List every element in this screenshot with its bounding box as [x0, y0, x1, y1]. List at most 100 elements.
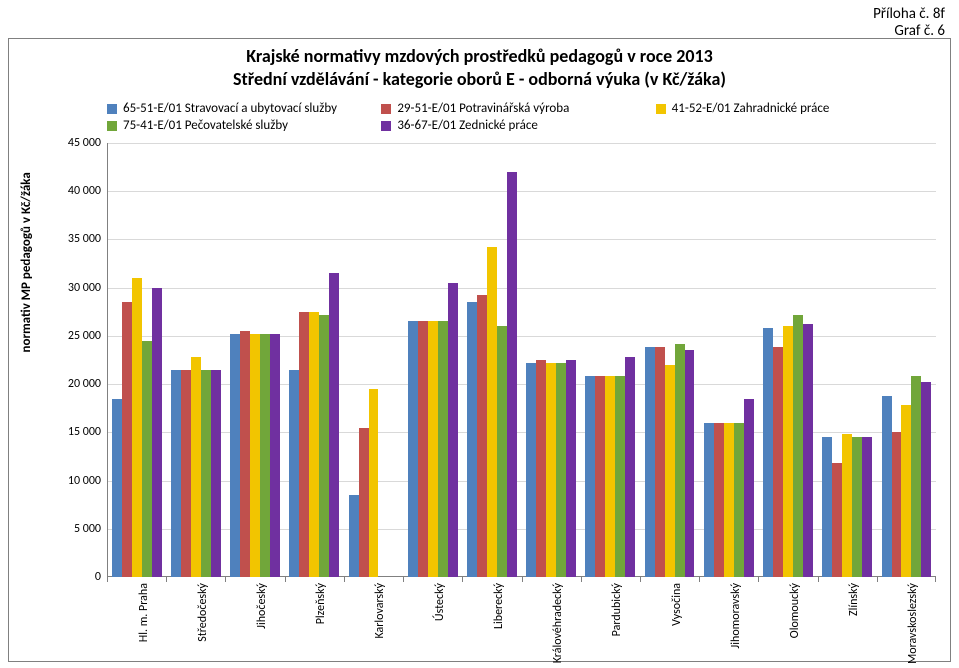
plot: 05 00010 00015 00020 00025 00030 00035 0…: [107, 143, 936, 577]
bar: [250, 334, 260, 577]
attachment-label: Příloha č. 8f Graf č. 6: [873, 6, 945, 41]
x-tick: Královéhradecký: [522, 577, 581, 657]
y-tick-label: 20 000: [68, 377, 107, 391]
x-tick-mark: [225, 577, 226, 582]
x-axis-labels: Hl. m. PrahaStředočeskýJihočeskýPlzeňský…: [107, 577, 936, 657]
y-tick-label: 25 000: [68, 329, 107, 343]
bar-group: [462, 143, 521, 577]
bar: [625, 357, 635, 577]
bar: [685, 350, 695, 577]
bar: [260, 334, 270, 577]
x-tick-mark: [166, 577, 167, 582]
bars: [112, 143, 162, 577]
x-tick: Vysočina: [640, 577, 699, 657]
legend-swatch: [381, 121, 391, 131]
legend-item: 65-51-E/01 Stravovací a ubytovací služby: [107, 101, 381, 116]
bar: [142, 341, 152, 577]
x-tick-label: Olomoucký: [788, 583, 802, 638]
legend-item: 75-41-E/01 Pečovatelské služby: [107, 118, 381, 133]
legend-swatch: [107, 121, 117, 131]
bar-group: [285, 143, 344, 577]
bars: [585, 143, 635, 577]
x-tick: Moravskoslezský: [877, 577, 936, 657]
bar: [152, 288, 162, 577]
bar-group: [107, 143, 166, 577]
bar-group: [166, 143, 225, 577]
x-tick-label: Vysočina: [670, 583, 684, 626]
bar: [793, 315, 803, 577]
x-tick: Jihomoravský: [699, 577, 758, 657]
x-tick-label: Ústecký: [433, 583, 447, 621]
x-tick-label: Zlínský: [847, 583, 861, 616]
bar: [852, 437, 862, 577]
bar: [832, 463, 842, 577]
legend-swatch: [381, 104, 391, 114]
legend-label: 75-41-E/01 Pečovatelské služby: [123, 118, 288, 133]
bars: [822, 143, 872, 577]
y-tick-label: 30 000: [68, 281, 107, 295]
bar: [724, 423, 734, 577]
x-tick-mark: [935, 577, 936, 582]
bars: [645, 143, 695, 577]
bar: [289, 370, 299, 577]
bar: [822, 437, 832, 577]
bars: [704, 143, 754, 577]
bars: [882, 143, 932, 577]
x-tick-mark: [699, 577, 700, 582]
legend-item: 36-67-E/01 Zednické práce: [381, 118, 655, 133]
bar: [773, 347, 783, 577]
bars: [763, 143, 813, 577]
bar: [240, 331, 250, 577]
bar: [615, 376, 625, 577]
bar: [585, 376, 595, 577]
bar: [467, 302, 477, 577]
bar: [349, 495, 359, 577]
x-tick-label: Hl. m. Praha: [137, 583, 151, 642]
bar: [595, 376, 605, 577]
bar: [507, 172, 517, 577]
x-tick-mark: [581, 577, 582, 582]
bars: [289, 143, 339, 577]
x-tick: Jihočeský: [225, 577, 284, 657]
bar: [211, 370, 221, 577]
y-tick-label: 5 000: [74, 522, 107, 536]
bar: [744, 399, 754, 577]
bar: [319, 315, 329, 577]
bar: [892, 432, 902, 577]
bar: [230, 334, 240, 577]
x-tick-mark: [462, 577, 463, 582]
bar: [655, 347, 665, 577]
x-tick: Zlínský: [818, 577, 877, 657]
bar: [359, 428, 369, 577]
x-tick-mark: [403, 577, 404, 582]
bars: [526, 143, 576, 577]
x-tick-label: Středočeský: [196, 583, 210, 642]
y-tick-label: 35 000: [68, 232, 107, 246]
x-tick: Středočeský: [166, 577, 225, 657]
legend-label: 36-67-E/01 Zednické práce: [397, 118, 538, 133]
bars: [171, 143, 221, 577]
y-tick-label: 10 000: [68, 474, 107, 488]
x-tick: Liberecký: [462, 577, 521, 657]
x-tick-label: Pardubický: [610, 583, 624, 636]
bar: [675, 344, 685, 577]
bar: [714, 423, 724, 577]
y-tick-label: 15 000: [68, 425, 107, 439]
x-tick-mark: [818, 577, 819, 582]
bar: [112, 399, 122, 577]
bar: [329, 273, 339, 577]
y-tick-label: 45 000: [68, 136, 107, 150]
x-tick: Karlovarský: [344, 577, 403, 657]
chart-frame: Krajské normativy mzdových prostředků pe…: [8, 38, 951, 662]
x-tick-mark: [522, 577, 523, 582]
x-tick-mark: [107, 577, 108, 582]
bar: [428, 321, 438, 577]
x-tick-label: Moravskoslezský: [906, 583, 920, 664]
bar: [921, 382, 931, 577]
chart-area: normativ MP pedagogů v Kč/žáka 05 00010 …: [45, 143, 936, 577]
bar: [477, 295, 487, 577]
x-tick: Hl. m. Praha: [107, 577, 166, 657]
bar: [369, 389, 379, 577]
bar: [901, 405, 911, 577]
bar: [122, 302, 132, 577]
